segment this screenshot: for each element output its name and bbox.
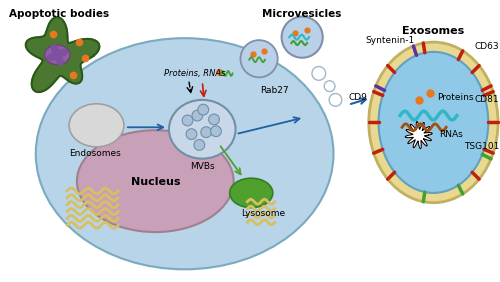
Ellipse shape (378, 52, 488, 193)
Text: Microvesicles: Microvesicles (262, 9, 342, 19)
Ellipse shape (369, 42, 498, 203)
Circle shape (282, 17, 323, 58)
Circle shape (186, 129, 197, 140)
Circle shape (198, 104, 208, 115)
Circle shape (240, 40, 278, 77)
Ellipse shape (230, 178, 273, 208)
Ellipse shape (36, 38, 334, 269)
Text: MVBs: MVBs (190, 162, 214, 171)
Text: Apoptotic bodies: Apoptotic bodies (9, 9, 110, 19)
Circle shape (182, 115, 193, 126)
Text: CD9: CD9 (349, 93, 368, 102)
Text: CD81: CD81 (474, 95, 499, 104)
Circle shape (324, 81, 335, 92)
Text: TSG101: TSG101 (464, 142, 499, 151)
Circle shape (194, 140, 204, 150)
Text: Proteins: Proteins (438, 93, 474, 102)
Text: Rab27: Rab27 (260, 85, 289, 94)
Polygon shape (26, 17, 100, 92)
Text: CD63: CD63 (474, 43, 499, 52)
Ellipse shape (69, 104, 124, 147)
Text: Syntenin-1: Syntenin-1 (366, 36, 415, 45)
Ellipse shape (44, 45, 70, 65)
Text: Nucleus: Nucleus (130, 177, 180, 187)
Circle shape (201, 127, 211, 138)
Circle shape (210, 126, 222, 136)
Ellipse shape (77, 130, 234, 232)
Circle shape (192, 110, 203, 121)
Text: RNAs: RNAs (440, 130, 463, 139)
Text: Lysosome: Lysosome (241, 209, 285, 218)
Polygon shape (405, 122, 432, 149)
Text: Exosomes: Exosomes (402, 26, 464, 36)
Polygon shape (47, 45, 68, 65)
Circle shape (312, 67, 326, 80)
Circle shape (329, 94, 342, 106)
Text: Proteins, RNAs: Proteins, RNAs (164, 69, 225, 78)
Text: Endosomes: Endosomes (68, 149, 120, 158)
Circle shape (208, 114, 220, 125)
Ellipse shape (169, 100, 235, 159)
